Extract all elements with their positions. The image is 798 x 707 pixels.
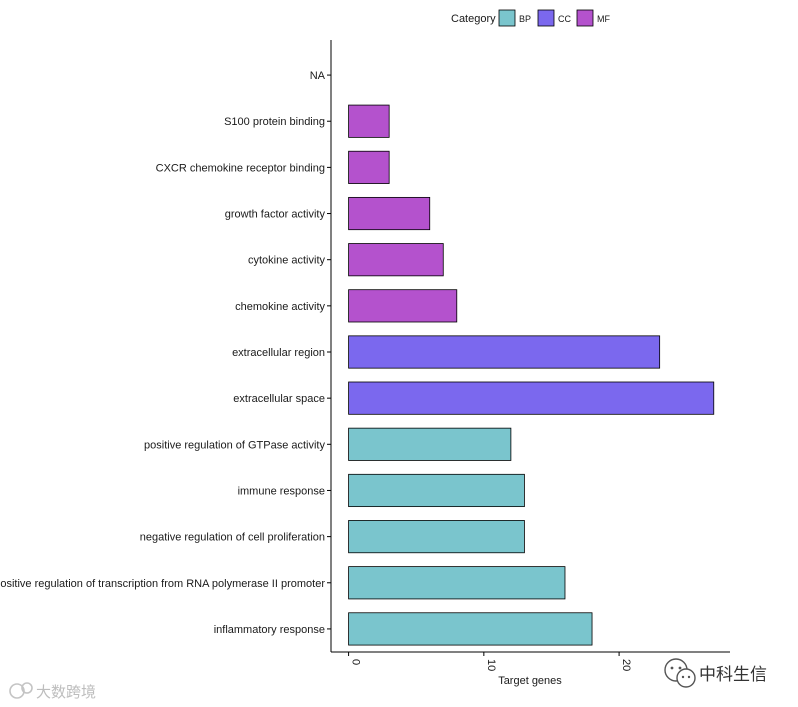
bar <box>348 150 390 184</box>
bar <box>348 335 661 369</box>
y-tick-label: negative regulation of cell proliferatio… <box>140 532 325 544</box>
y-tick-label: chemokine activity <box>235 301 325 313</box>
y-tick-label: growth factor activity <box>225 209 326 221</box>
bar <box>348 289 458 323</box>
y-tick-label: inflammatory response <box>214 624 325 636</box>
legend-label-bp: BP <box>519 14 531 24</box>
bar <box>348 243 444 277</box>
y-tick-label: positive regulation of GTPase activity <box>144 439 325 451</box>
wechat-logo-icon <box>664 658 696 688</box>
bar <box>348 104 390 138</box>
y-tick-label: cytokine activity <box>248 255 326 267</box>
legend-swatch-mf <box>576 9 594 27</box>
y-tick-label: extracellular space <box>233 393 325 405</box>
legend-title: Category <box>451 13 496 25</box>
camera-logo-icon <box>9 682 33 699</box>
y-ticks-layer: NA S100 protein binding CXCR chemokine rec… <box>0 70 331 636</box>
legend-swatch-bp <box>498 9 516 27</box>
y-tick-label: NA <box>310 70 326 82</box>
legend: Category BP CC MF <box>451 9 610 27</box>
bar <box>348 520 525 554</box>
legend-label-mf: MF <box>597 14 610 24</box>
bar <box>348 427 512 461</box>
bars-layer <box>348 104 715 646</box>
watermark-right-text: 中科生信 <box>699 665 767 685</box>
y-tick-label: S100 protein binding <box>224 116 325 128</box>
y-tick-label: positive regulation of transcription fro… <box>0 578 325 590</box>
bar <box>348 196 431 231</box>
legend-swatch-cc <box>537 9 555 27</box>
legend-items: BP CC MF <box>498 9 610 27</box>
legend-label-cc: CC <box>558 14 571 24</box>
bar <box>348 381 715 415</box>
y-tick-label: extracellular region <box>232 347 325 359</box>
watermark-left-text: 大数跨境 <box>36 683 96 701</box>
bar <box>348 566 566 600</box>
x-tick-label: 10 <box>485 659 497 671</box>
watermark-right: 中科生信 <box>664 658 767 688</box>
x-tick-label: 0 <box>350 659 362 665</box>
x-ticks-layer: 0 10 20 <box>348 652 632 671</box>
bar <box>348 612 593 646</box>
y-tick-label: immune response <box>238 485 325 497</box>
x-tick-label: 20 <box>620 659 632 671</box>
y-tick-label: CXCR chemokine receptor binding <box>156 162 325 174</box>
x-axis-label: Target genes <box>498 675 562 687</box>
watermark-left: 大数跨境 <box>9 682 96 701</box>
bar <box>348 473 525 508</box>
